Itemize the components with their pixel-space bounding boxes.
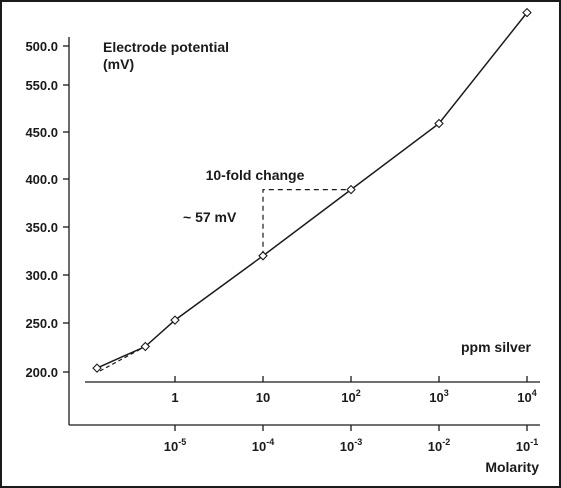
y-tick-label: 350.0 xyxy=(25,220,58,235)
molarity-tick-label: 10-5 xyxy=(164,437,186,454)
data-point-marker xyxy=(346,184,356,195)
y-tick-label: 450.0 xyxy=(25,125,58,140)
molarity-tick-label: 10-3 xyxy=(340,437,362,454)
molarity-tick-label: 10-4 xyxy=(252,437,274,454)
data-markers xyxy=(92,7,532,373)
y-axis-title: Electrode potential (mV) xyxy=(103,39,229,72)
ten-fold-change-label: 10-fold change xyxy=(206,167,305,183)
y-axis-title-line-2: (mV) xyxy=(103,56,134,72)
data-point-marker xyxy=(92,363,102,373)
data-point-marker xyxy=(170,315,180,325)
data-point-marker xyxy=(258,251,268,261)
data-point-marker xyxy=(522,7,532,18)
y-axis-title-line-1: Electrode potential xyxy=(103,39,229,55)
ppm-tick-label: 104 xyxy=(517,388,536,405)
y-tick-label: 400.0 xyxy=(25,172,58,187)
ppm-axis-ticks: 1 10 102 103 104 xyxy=(171,376,537,405)
y-tick-label: 200.0 xyxy=(25,365,58,380)
ppm-axis-title: ppm silver xyxy=(461,339,532,355)
series-line xyxy=(96,12,528,369)
y-tick-label: 300.0 xyxy=(25,268,58,283)
ppm-tick-label: 1 xyxy=(171,390,178,405)
data-point-marker xyxy=(434,118,444,129)
molarity-tick-label: 10-1 xyxy=(516,437,538,454)
y-tick-label: 500.0 xyxy=(25,39,58,54)
data-point-marker xyxy=(140,341,151,352)
molarity-axis-ticks: 10-5 10-4 10-3 10-2 10-1 xyxy=(164,425,538,454)
ten-fold-annotation: 10-fold change ~ 57 mV xyxy=(183,167,351,256)
axes xyxy=(68,37,540,426)
ppm-tick-label: 102 xyxy=(341,388,360,405)
y-tick-label: 250.0 xyxy=(25,316,58,331)
plot-area xyxy=(92,7,532,373)
potential-rise-label: ~ 57 mV xyxy=(183,209,237,225)
y-axis-ticks: 500.0 550.0 450.0 400.0 350.0 300.0 250.0 200.0 xyxy=(25,39,69,380)
ten-fold-dashed-guide xyxy=(262,189,351,256)
y-tick-label: 550.0 xyxy=(25,78,58,93)
molarity-axis-title: Molarity xyxy=(485,459,539,475)
ppm-tick-label: 10 xyxy=(256,390,270,405)
ppm-tick-label: 103 xyxy=(429,388,448,405)
molarity-tick-label: 10-2 xyxy=(428,437,450,454)
